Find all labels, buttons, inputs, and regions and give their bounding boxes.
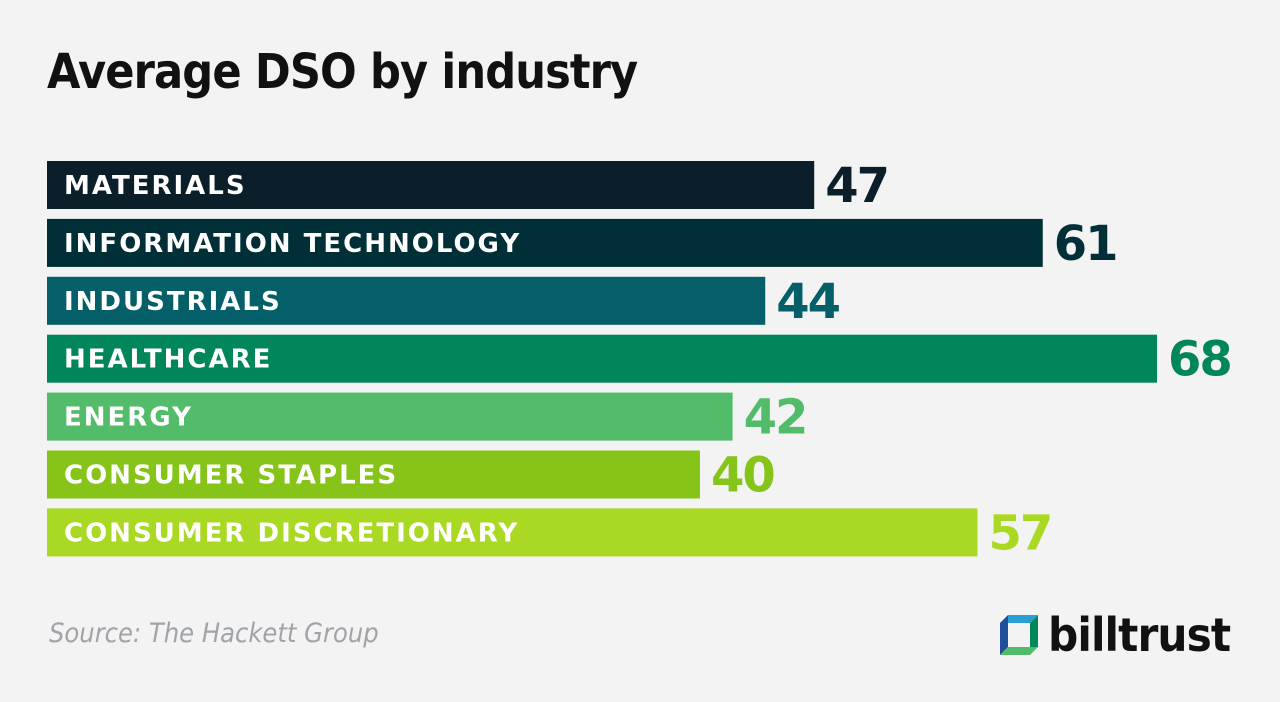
category-label: MATERIALS	[64, 171, 247, 201]
value-label: 57	[988, 505, 1051, 561]
bar-energy	[47, 392, 733, 441]
value-label: 44	[776, 274, 839, 330]
value-label: 42	[744, 390, 807, 446]
category-label: CONSUMER DISCRETIONARY	[64, 518, 519, 548]
category-label: CONSUMER STAPLES	[64, 461, 398, 491]
chart-title: Average DSO by industry	[47, 44, 638, 100]
category-label: INFORMATION TECHNOLOGY	[64, 229, 521, 259]
bar-information-technology	[47, 218, 1043, 267]
logo-text: billtrust	[1048, 608, 1231, 662]
value-label: 40	[711, 448, 774, 504]
bar-consumer-discretionary	[47, 508, 978, 557]
value-label: 47	[825, 158, 888, 214]
category-label: ENERGY	[64, 403, 193, 433]
bar-consumer-staples	[47, 450, 700, 499]
bar-healthcare	[47, 334, 1157, 383]
bar-industrials	[47, 276, 766, 325]
billtrust-logo-icon	[1000, 615, 1038, 655]
category-label: INDUSTRIALS	[64, 287, 282, 317]
source-note: Source: The Hackett Group	[49, 618, 379, 649]
billtrust-logo: billtrust	[1000, 608, 1246, 662]
value-label: 61	[1054, 216, 1117, 272]
bar-materials	[47, 161, 815, 209]
category-label: HEALTHCARE	[64, 345, 272, 375]
value-label: 68	[1168, 332, 1231, 388]
